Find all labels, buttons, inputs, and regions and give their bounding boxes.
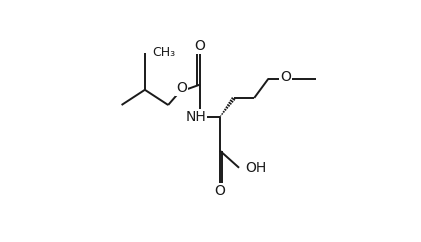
Text: O: O <box>214 184 225 198</box>
Text: O: O <box>176 81 187 95</box>
Text: O: O <box>194 39 205 53</box>
Text: O: O <box>280 70 291 84</box>
Text: NH: NH <box>185 110 206 124</box>
Text: CH₃: CH₃ <box>152 46 175 59</box>
Text: OH: OH <box>245 161 266 175</box>
